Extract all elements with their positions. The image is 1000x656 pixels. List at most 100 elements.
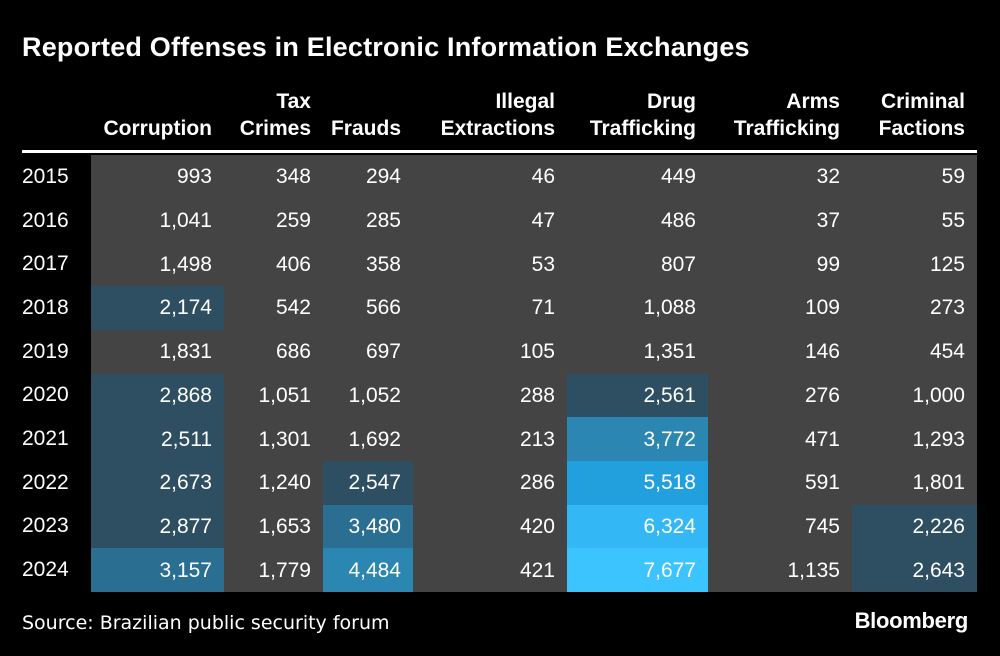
table-cell: 1,135 [787, 558, 840, 582]
table-cell: 3,157 [91, 548, 224, 592]
year-label: 2023 [22, 514, 69, 538]
column-header-line2: Trafficking [589, 117, 696, 140]
table-cell: 1,088 [643, 296, 696, 320]
column-header-line1: Arms [786, 90, 840, 113]
header-rule [22, 150, 977, 153]
table-cell: 421 [519, 558, 555, 582]
table-cell: 2,868 [91, 373, 224, 418]
bloomberg-logo: Bloomberg [854, 608, 969, 633]
column-group-background [413, 155, 567, 592]
table-cell: 745 [804, 514, 840, 538]
table-cell: 2,174 [91, 286, 224, 330]
table-cell: 146 [804, 340, 840, 364]
table-cell: 259 [275, 209, 311, 233]
column-header-line1: Criminal [880, 90, 965, 113]
table-cell: 1,041 [159, 209, 212, 233]
column-header-line2: Frauds [330, 117, 401, 140]
column-header-line1: Illegal [495, 90, 555, 113]
table-cell: 348 [275, 165, 311, 189]
table-cell: 807 [660, 252, 696, 276]
year-label: 2020 [22, 383, 69, 407]
table-cell: 1,293 [912, 427, 965, 451]
table-cell: 686 [275, 340, 311, 364]
table-cell: 105 [519, 340, 555, 364]
year-label: 2015 [22, 164, 69, 188]
table-cell: 542 [275, 296, 311, 320]
table-cell: 125 [929, 252, 965, 276]
year-label: 2022 [22, 470, 69, 494]
table-cell: 2,643 [852, 548, 977, 592]
column-header-line2: Extractions [440, 117, 555, 140]
year-label: 2024 [22, 558, 69, 582]
table-cell: 486 [660, 209, 696, 233]
table-cell: 5,518 [567, 460, 708, 505]
table-cell: 2,226 [852, 504, 977, 549]
table-cell: 55 [941, 209, 965, 233]
table-cell: 1,692 [348, 427, 401, 451]
year-label: 2021 [22, 427, 69, 451]
table-cell: 566 [365, 296, 401, 320]
table-cell: 276 [804, 383, 840, 407]
column-header-line1: Tax [276, 90, 311, 113]
table-cell: 37 [816, 209, 840, 233]
table-cell: 2,547 [323, 460, 413, 505]
table-cell: 273 [929, 296, 965, 320]
table-cell: 1,052 [348, 383, 401, 407]
table-cell: 109 [804, 296, 840, 320]
column-header-line2: Crimes [239, 117, 311, 140]
table-cell: 1,831 [159, 340, 212, 364]
column-header-line1: Drug [647, 90, 696, 113]
chart-title: Reported Offenses in Electronic Informat… [22, 32, 750, 62]
table-cell: 697 [365, 340, 401, 364]
table-cell: 1,240 [258, 471, 311, 495]
table-cell: 3,480 [323, 504, 413, 549]
table-cell: 47 [531, 209, 555, 233]
table-cell: 2,561 [567, 373, 708, 418]
column-header-line2: Factions [878, 117, 965, 140]
table-cell: 1,498 [159, 252, 212, 276]
table-cell: 358 [365, 252, 401, 276]
table-cell: 286 [519, 471, 555, 495]
column-header: Drug Trafficking [567, 86, 696, 142]
column-header: Frauds [323, 86, 401, 142]
table-cell: 2,511 [91, 417, 224, 461]
table-cell: 99 [816, 252, 840, 276]
table-cell: 285 [365, 209, 401, 233]
table-cell: 1,351 [643, 340, 696, 364]
table-cell: 2,877 [91, 504, 224, 549]
table-cell: 53 [531, 252, 555, 276]
table-cell: 4,484 [323, 548, 413, 592]
table-cell: 1,801 [912, 471, 965, 495]
year-label: 2019 [22, 339, 69, 363]
table-cell: 1,000 [912, 383, 965, 407]
year-label: 2017 [22, 252, 69, 276]
column-header: Tax Crimes [224, 86, 311, 142]
table-cell: 32 [816, 165, 840, 189]
table-cell: 2,673 [91, 460, 224, 505]
column-header: Arms Trafficking [708, 86, 840, 142]
column-header: Criminal Factions [852, 86, 965, 142]
table-cell: 1,653 [258, 514, 311, 538]
table-cell: 213 [519, 427, 555, 451]
table-cell: 993 [176, 165, 212, 189]
year-label: 2018 [22, 295, 69, 319]
table-cell: 1,779 [258, 558, 311, 582]
table-cell: 406 [275, 252, 311, 276]
table-cell: 46 [531, 165, 555, 189]
table-cell: 449 [660, 165, 696, 189]
table-cell: 59 [941, 165, 965, 189]
table-cell: 591 [804, 471, 840, 495]
table-cell: 294 [365, 165, 401, 189]
table-cell: 1,301 [258, 427, 311, 451]
column-header: Corruption [91, 86, 212, 142]
table-cell: 454 [929, 340, 965, 364]
column-header: Illegal Extractions [413, 86, 555, 142]
table-cell: 471 [804, 427, 840, 451]
table-cell: 288 [519, 383, 555, 407]
table-cell: 7,677 [567, 548, 708, 592]
table-cell: 1,051 [258, 383, 311, 407]
table-cell: 3,772 [567, 417, 708, 461]
table-cell: 420 [519, 514, 555, 538]
column-header-line2: Trafficking [733, 117, 840, 140]
year-label: 2016 [22, 208, 69, 232]
